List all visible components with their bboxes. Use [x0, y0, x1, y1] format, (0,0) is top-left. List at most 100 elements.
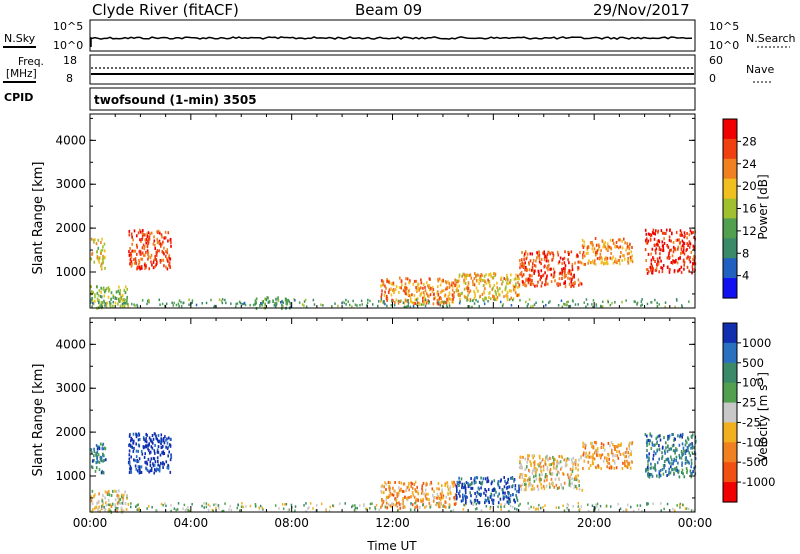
scatter-cell — [686, 236, 688, 240]
scatter-cell — [516, 294, 519, 297]
scatter-cell — [281, 503, 284, 506]
scatter-cell — [451, 281, 453, 285]
scatter-cell — [523, 477, 526, 481]
scatter-cell — [480, 482, 482, 485]
scatter-cell — [402, 482, 405, 486]
scatter-cell — [541, 274, 544, 278]
scatter-cell — [669, 447, 672, 451]
scatter-cell — [141, 246, 144, 250]
scatter-cell — [540, 477, 542, 481]
scatter-cell — [525, 466, 528, 470]
scatter-cell — [653, 450, 655, 454]
scatter-cell — [502, 280, 504, 284]
scatter-cell — [413, 279, 416, 283]
scatter-cell — [305, 502, 307, 505]
scatter-cell — [623, 257, 626, 261]
scatter-cell — [477, 273, 479, 277]
scatter-cell — [136, 508, 138, 511]
scatter-cell — [658, 248, 661, 252]
scatter-cell — [158, 249, 160, 253]
scatter-cell — [446, 485, 449, 489]
scatter-cell — [538, 251, 540, 254]
scatter-cell — [286, 302, 288, 305]
scatter-cell — [536, 284, 538, 288]
scatter-cell — [167, 445, 169, 449]
scatter-cell — [690, 250, 693, 254]
scatter-cell — [105, 458, 107, 462]
scatter-cell — [415, 298, 418, 302]
scatter-cell — [627, 261, 630, 265]
scatter-cell — [677, 245, 680, 249]
scatter-cell — [563, 275, 566, 279]
scatter-cell — [148, 299, 150, 302]
scatter-cell — [516, 489, 518, 493]
scatter-cell — [143, 445, 146, 449]
scatter-cell — [688, 240, 691, 244]
scatter-cell — [393, 291, 395, 295]
scatter-cell — [414, 302, 416, 306]
scatter-cell — [571, 469, 574, 473]
scatter-cell — [101, 295, 103, 299]
scatter-cell — [540, 284, 543, 288]
scatter-cell — [424, 289, 427, 293]
scatter-cell — [586, 303, 589, 306]
scatter-cell — [166, 257, 168, 261]
scatter-cell — [647, 502, 649, 505]
scatter-cell — [155, 251, 158, 255]
scatter-cell — [492, 498, 495, 502]
scatter-cell — [496, 286, 499, 290]
scatter-cell — [230, 302, 232, 305]
scatter-cell — [665, 232, 667, 235]
scatter-cell — [145, 440, 148, 444]
scatter-cell — [672, 507, 674, 511]
scatter-cell — [670, 261, 673, 264]
scatter-cell — [526, 460, 528, 464]
scatter-cell — [590, 261, 593, 264]
scatter-cell — [162, 504, 164, 507]
scatter-cell — [138, 263, 140, 266]
scatter-cell — [385, 488, 387, 491]
scatter-cell — [631, 258, 633, 262]
scatter-cell — [101, 505, 103, 508]
scatter-cell — [518, 504, 520, 507]
scatter-cell — [493, 272, 496, 276]
scatter-cell — [380, 485, 383, 489]
scatter-cell — [621, 239, 623, 243]
scatter-cell — [667, 457, 670, 461]
scatter-cell — [115, 297, 118, 301]
scatter-cell — [142, 446, 145, 450]
scatter-cell — [589, 455, 591, 459]
scatter-cell — [436, 298, 439, 302]
scatter-cell — [354, 504, 356, 507]
scatter-cell — [628, 251, 630, 255]
scatter-cell — [384, 290, 386, 294]
scatter-cell — [391, 502, 393, 506]
scatter-cell — [390, 282, 393, 286]
scatter-cell — [303, 504, 305, 507]
scatter-cell — [520, 465, 522, 469]
scatter-cell — [593, 451, 596, 455]
colorbar-tick-label: 8 — [742, 246, 749, 260]
scatter-cell — [407, 304, 409, 308]
scatter-cell — [591, 456, 594, 459]
scatter-cell — [545, 484, 548, 488]
scatter-cell — [574, 261, 576, 265]
scatter-cell — [601, 257, 603, 261]
scatter-cell — [135, 435, 138, 439]
scatter-cell — [667, 254, 670, 258]
scatter-cell — [170, 437, 172, 441]
scatter-cell — [611, 257, 613, 261]
freq-label: Freq. — [18, 56, 44, 68]
scatter-cell — [679, 456, 681, 460]
scatter-cell — [525, 300, 527, 304]
scatter-cell — [669, 268, 671, 271]
scatter-cell — [154, 265, 156, 269]
scatter-cell — [569, 304, 572, 308]
scatter-cell — [601, 240, 604, 243]
scatter-cell — [677, 238, 679, 242]
scatter-cell — [182, 507, 184, 510]
scatter-cell — [428, 498, 430, 501]
scatter-cell — [533, 303, 536, 306]
scatter-cell — [508, 298, 511, 301]
